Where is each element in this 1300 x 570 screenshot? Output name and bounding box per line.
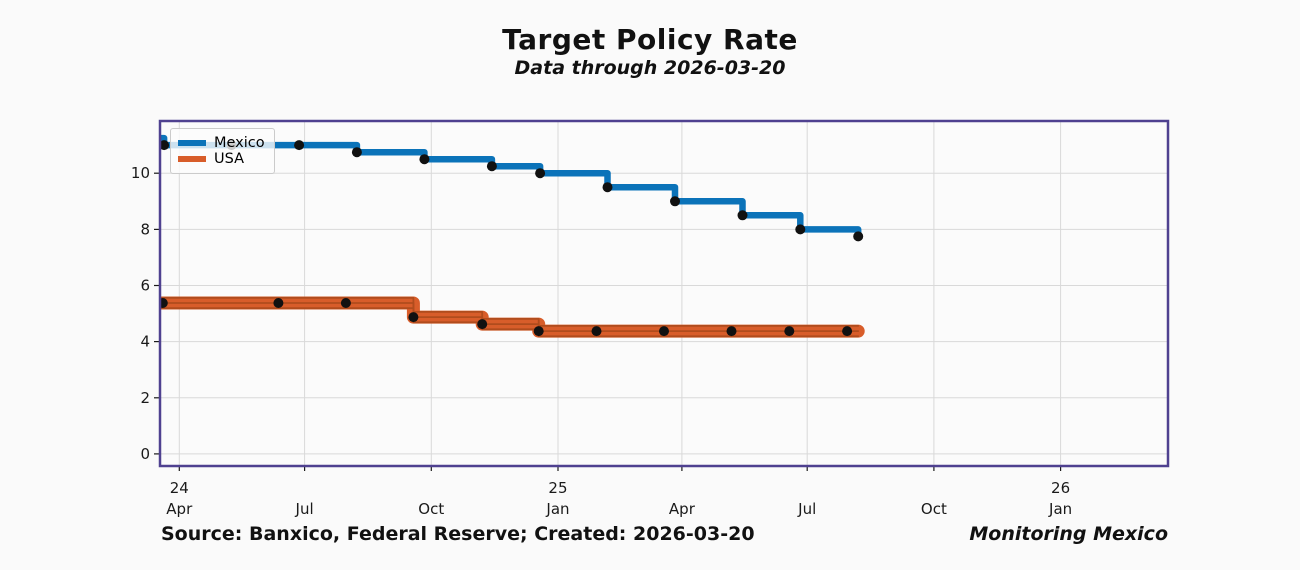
svg-text:25: 25 xyxy=(548,479,567,497)
chart-legend: Mexico USA xyxy=(170,128,275,174)
svg-text:Oct: Oct xyxy=(418,500,444,518)
legend-item-usa: USA xyxy=(178,151,264,167)
usa-decision-dot xyxy=(659,326,669,337)
footer-brand-text: Monitoring Mexico xyxy=(969,523,1168,545)
usa-decision-dot xyxy=(533,326,544,337)
mexico-decision-dot xyxy=(853,231,864,242)
mexico-decision-dot xyxy=(294,140,305,151)
usa-decision-dot xyxy=(477,319,488,330)
legend-label-usa: USA xyxy=(214,150,245,167)
svg-text:Jul: Jul xyxy=(797,500,816,518)
usa-decision-dot xyxy=(160,298,168,308)
page-subtitle: Data through 2026-03-20 xyxy=(514,57,786,79)
mexico-decision-dot xyxy=(737,210,748,221)
mexico-decision-dot xyxy=(670,196,680,207)
mexico-decision-dot xyxy=(795,224,806,235)
svg-text:2: 2 xyxy=(140,389,150,407)
usa-decision-dot xyxy=(340,298,351,308)
svg-text:24: 24 xyxy=(170,479,189,497)
footer-source-text: Source: Banxico, Federal Reserve; Create… xyxy=(161,523,755,545)
svg-text:Jul: Jul xyxy=(295,500,314,518)
gridlines xyxy=(160,121,1168,466)
mexico-decision-dot xyxy=(419,154,430,165)
page-title: Target Policy Rate xyxy=(502,23,798,56)
plot-background xyxy=(160,121,1168,466)
mexico-decision-dot xyxy=(486,161,497,172)
usa-decision-dot xyxy=(726,326,737,337)
svg-text:Apr: Apr xyxy=(166,500,193,518)
usa-decision-dot xyxy=(408,312,419,323)
svg-text:Jan: Jan xyxy=(1048,500,1072,518)
mexico-decision-dot xyxy=(602,182,613,193)
usa-line-swatch-icon xyxy=(178,156,206,162)
svg-text:Oct: Oct xyxy=(921,500,947,518)
svg-text:Jan: Jan xyxy=(545,500,569,518)
usa-decision-dot xyxy=(842,326,853,337)
mexico-line-swatch-icon xyxy=(178,140,206,146)
svg-text:10: 10 xyxy=(131,164,150,182)
usa-decision-dot xyxy=(273,298,284,308)
legend-label-mexico: Mexico xyxy=(214,134,265,151)
plot-border xyxy=(158,119,1170,468)
usa-decision-dot xyxy=(784,326,795,337)
svg-text:4: 4 xyxy=(140,333,150,351)
svg-text:26: 26 xyxy=(1051,479,1070,497)
mexico-decision-dot xyxy=(160,140,170,151)
svg-text:6: 6 xyxy=(140,276,150,294)
mexico-decision-dot xyxy=(535,168,546,179)
usa-decision-dot xyxy=(591,326,602,337)
mexico-decision-dot xyxy=(351,147,362,158)
legend-item-mexico: Mexico xyxy=(178,134,265,151)
svg-text:8: 8 xyxy=(140,220,150,238)
svg-text:Apr: Apr xyxy=(669,500,696,518)
svg-text:0: 0 xyxy=(140,445,150,463)
